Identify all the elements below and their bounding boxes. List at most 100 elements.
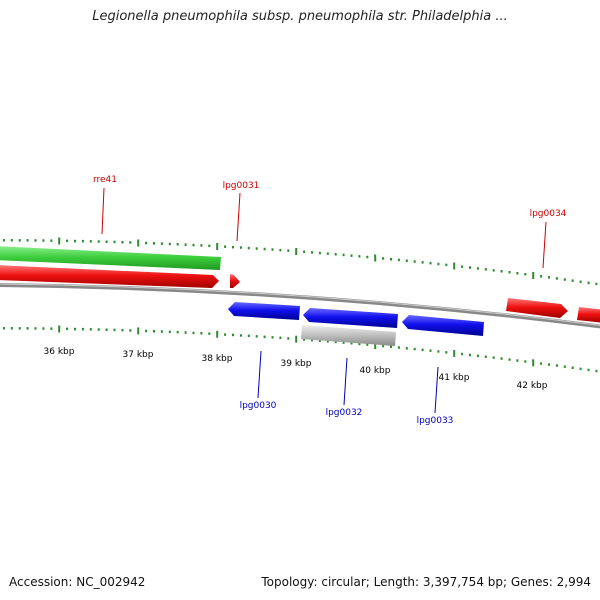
minor-tick: [469, 353, 471, 357]
minor-tick: [97, 240, 100, 243]
minor-tick: [595, 369, 598, 373]
major-tick: [532, 359, 535, 367]
major-tick: [58, 325, 61, 333]
minor-tick: [429, 349, 432, 352]
minor-tick: [421, 348, 424, 352]
major-tick: [453, 262, 456, 270]
feature-label[interactable]: lpg0033: [417, 416, 454, 426]
gene-arrow[interactable]: [402, 315, 484, 336]
minor-tick: [66, 327, 69, 331]
minor-tick: [334, 340, 337, 344]
feature-unlabeled-other[interactable]: [301, 325, 396, 346]
minor-tick: [279, 336, 282, 340]
minor-tick: [287, 249, 290, 252]
minor-tick: [311, 251, 313, 254]
major-tick: [58, 237, 61, 245]
minor-tick: [524, 360, 527, 363]
major-tick: [453, 349, 456, 357]
minor-tick: [548, 363, 550, 366]
rna-feature-arrow[interactable]: [0, 246, 221, 270]
minor-tick: [421, 261, 424, 264]
minor-tick: [476, 354, 479, 358]
feature-label[interactable]: lpg0034: [530, 209, 567, 219]
minor-tick: [208, 244, 211, 248]
minor-tick: [176, 330, 179, 334]
minor-tick: [81, 239, 84, 243]
major-tick: [295, 335, 298, 343]
accession-text: Accession: NC_002942: [9, 575, 146, 589]
minor-tick: [42, 327, 45, 330]
minor-tick: [74, 327, 76, 331]
feature-unlabeled-forward-gene[interactable]: [0, 265, 219, 288]
map-title: Legionella pneumophila subsp. pneumophil…: [92, 9, 508, 24]
feature-lpg0032[interactable]: lpg0032: [303, 308, 398, 418]
minor-tick: [579, 280, 582, 283]
minor-tick: [350, 254, 353, 257]
gene-arrow[interactable]: [230, 274, 240, 288]
feature-label[interactable]: lpg0032: [326, 408, 363, 418]
minor-tick: [121, 328, 124, 332]
scale-labels: 36 kbp 37 kbp 38 kbp 39 kbp 40 kbp 41 kb…: [44, 347, 548, 391]
minor-tick: [26, 239, 29, 242]
gene-arrow[interactable]: [577, 307, 600, 323]
minor-tick: [303, 338, 306, 341]
gene-arrow[interactable]: [303, 308, 398, 328]
minor-tick: [445, 263, 448, 267]
minor-tick: [318, 339, 321, 342]
minor-tick: [97, 328, 100, 331]
minor-tick: [311, 338, 313, 342]
minor-tick: [168, 242, 171, 246]
feature-lpg0034[interactable]: lpg0034: [506, 209, 568, 318]
minor-tick: [113, 328, 116, 332]
minor-tick: [318, 251, 321, 255]
major-tick: [295, 248, 298, 255]
minor-tick: [42, 239, 45, 242]
minor-tick: [160, 330, 163, 333]
minor-tick: [279, 248, 282, 252]
minor-tick: [153, 330, 155, 333]
minor-tick: [555, 277, 558, 280]
minor-tick: [89, 240, 92, 243]
outer-scale-ticks: [2, 237, 598, 286]
minor-tick: [145, 241, 148, 245]
minor-tick: [224, 245, 227, 248]
scale-label: 38 kbp: [202, 354, 233, 364]
feature-unlabeled-forward-gene-edge[interactable]: [577, 307, 600, 323]
minor-tick: [26, 327, 29, 330]
minor-tick: [563, 365, 566, 368]
feature-label[interactable]: lpg0031: [223, 181, 260, 191]
gene-arrow[interactable]: [0, 265, 219, 288]
minor-tick: [390, 345, 392, 348]
gene-arrow[interactable]: [506, 298, 568, 318]
minor-tick: [153, 242, 155, 245]
minor-tick: [287, 337, 290, 340]
minor-tick: [263, 247, 266, 251]
minor-tick: [437, 262, 440, 266]
feature-label[interactable]: lpg0030: [240, 401, 277, 411]
minor-tick: [168, 330, 171, 334]
minor-tick: [397, 258, 400, 262]
minor-tick: [326, 252, 329, 255]
feature-lpg0031[interactable]: lpg0031: [223, 181, 260, 288]
feature-rre41[interactable]: rre41: [0, 175, 221, 270]
feature-label[interactable]: rre41: [93, 175, 117, 185]
minor-tick: [540, 275, 543, 278]
minor-tick: [500, 357, 503, 360]
minor-tick: [89, 328, 92, 331]
feature-lpg0030[interactable]: lpg0030: [228, 302, 300, 411]
major-tick: [374, 254, 377, 262]
minor-tick: [540, 362, 543, 365]
other-feature-bar[interactable]: [301, 325, 396, 346]
minor-tick: [571, 279, 574, 282]
minor-tick: [382, 344, 385, 348]
minor-tick: [271, 248, 274, 251]
gene-arrow[interactable]: [228, 302, 300, 320]
minor-tick: [18, 327, 21, 330]
scale-label: 42 kbp: [517, 381, 548, 391]
minor-tick: [184, 243, 187, 246]
feature-lpg0033[interactable]: lpg0033: [402, 315, 484, 426]
minor-tick: [516, 359, 519, 362]
minor-tick: [508, 271, 511, 274]
minor-tick: [358, 255, 361, 258]
